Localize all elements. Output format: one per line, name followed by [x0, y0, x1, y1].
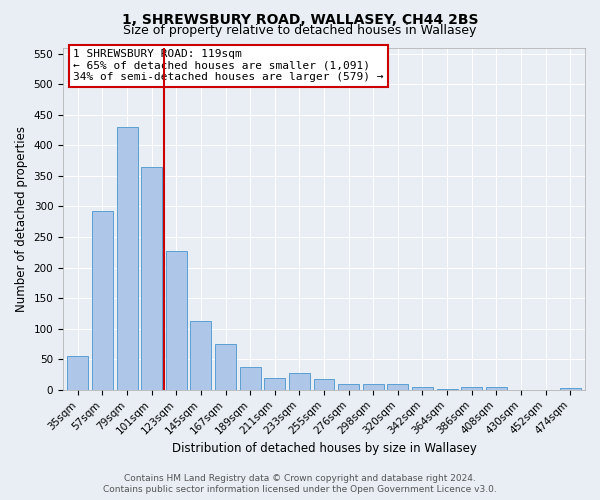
- Bar: [215, 344, 236, 390]
- Text: 1, SHREWSBURY ROAD, WALLASEY, CH44 2BS: 1, SHREWSBURY ROAD, WALLASEY, CH44 2BS: [122, 12, 478, 26]
- Bar: [289, 372, 310, 390]
- Bar: [338, 384, 359, 390]
- Text: 1 SHREWSBURY ROAD: 119sqm
← 65% of detached houses are smaller (1,091)
34% of se: 1 SHREWSBURY ROAD: 119sqm ← 65% of detac…: [73, 49, 384, 82]
- Bar: [265, 378, 285, 390]
- Bar: [437, 388, 458, 390]
- Bar: [239, 366, 260, 390]
- Text: Contains HM Land Registry data © Crown copyright and database right 2024.
Contai: Contains HM Land Registry data © Crown c…: [103, 474, 497, 494]
- Bar: [116, 127, 137, 390]
- Bar: [363, 384, 384, 390]
- Bar: [388, 384, 409, 390]
- Bar: [486, 387, 507, 390]
- Bar: [92, 210, 113, 390]
- Bar: [67, 356, 88, 390]
- Bar: [141, 166, 162, 390]
- Y-axis label: Number of detached properties: Number of detached properties: [15, 126, 28, 312]
- Bar: [314, 380, 334, 390]
- Bar: [461, 387, 482, 390]
- Bar: [560, 388, 581, 390]
- X-axis label: Distribution of detached houses by size in Wallasey: Distribution of detached houses by size …: [172, 442, 476, 455]
- Text: Size of property relative to detached houses in Wallasey: Size of property relative to detached ho…: [124, 24, 476, 37]
- Bar: [190, 321, 211, 390]
- Bar: [166, 251, 187, 390]
- Bar: [412, 387, 433, 390]
